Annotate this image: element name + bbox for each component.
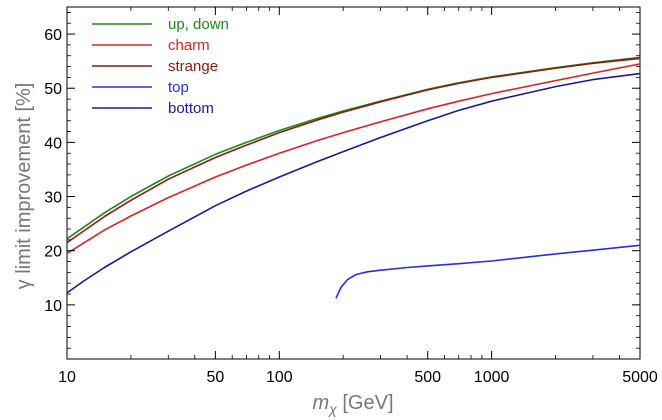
series-line-bottom [66,72,641,294]
y-axis-title: γ limit improvement [%] [13,83,35,290]
y-tick-label: 20 [44,244,62,261]
legend-label-top: top [168,79,189,96]
x-axis-title-unit: [GeV] [337,392,394,414]
legend-label-charm: charm [168,37,210,54]
legend-label-strange: strange [168,58,218,75]
plot-border [66,6,641,360]
x-tick-label: 10 [58,369,76,386]
y-tick-label: 60 [44,27,62,44]
legend-label-bottom: bottom [168,100,214,117]
legend-label-up-down: up, down [168,16,229,33]
series-line-top [335,244,641,299]
x-axis-title: mχ [GeV] [312,392,393,417]
x-tick-label: 50 [206,369,224,386]
series-line-strange [66,57,641,244]
x-tick-label: 500 [414,369,441,386]
axis-ticks: 10 50 100 500 1000 5000 10 20 30 40 50 60 [44,7,658,386]
x-tick-label: 5000 [622,369,658,386]
x-axis-title-subscript: χ [327,401,337,417]
x-tick-label: 100 [266,369,293,386]
legend: up, down charm strange top bottom [92,16,229,117]
y-tick-label: 10 [44,298,62,315]
series-line-charm [66,63,641,255]
y-tick-label: 40 [44,135,62,152]
x-tick-label: 1000 [474,369,510,386]
plot-frame [66,6,641,360]
plot-series [66,56,641,299]
x-axis-title-symbol: m [312,392,329,414]
y-tick-label: 30 [44,190,62,207]
y-tick-label: 50 [44,81,62,98]
